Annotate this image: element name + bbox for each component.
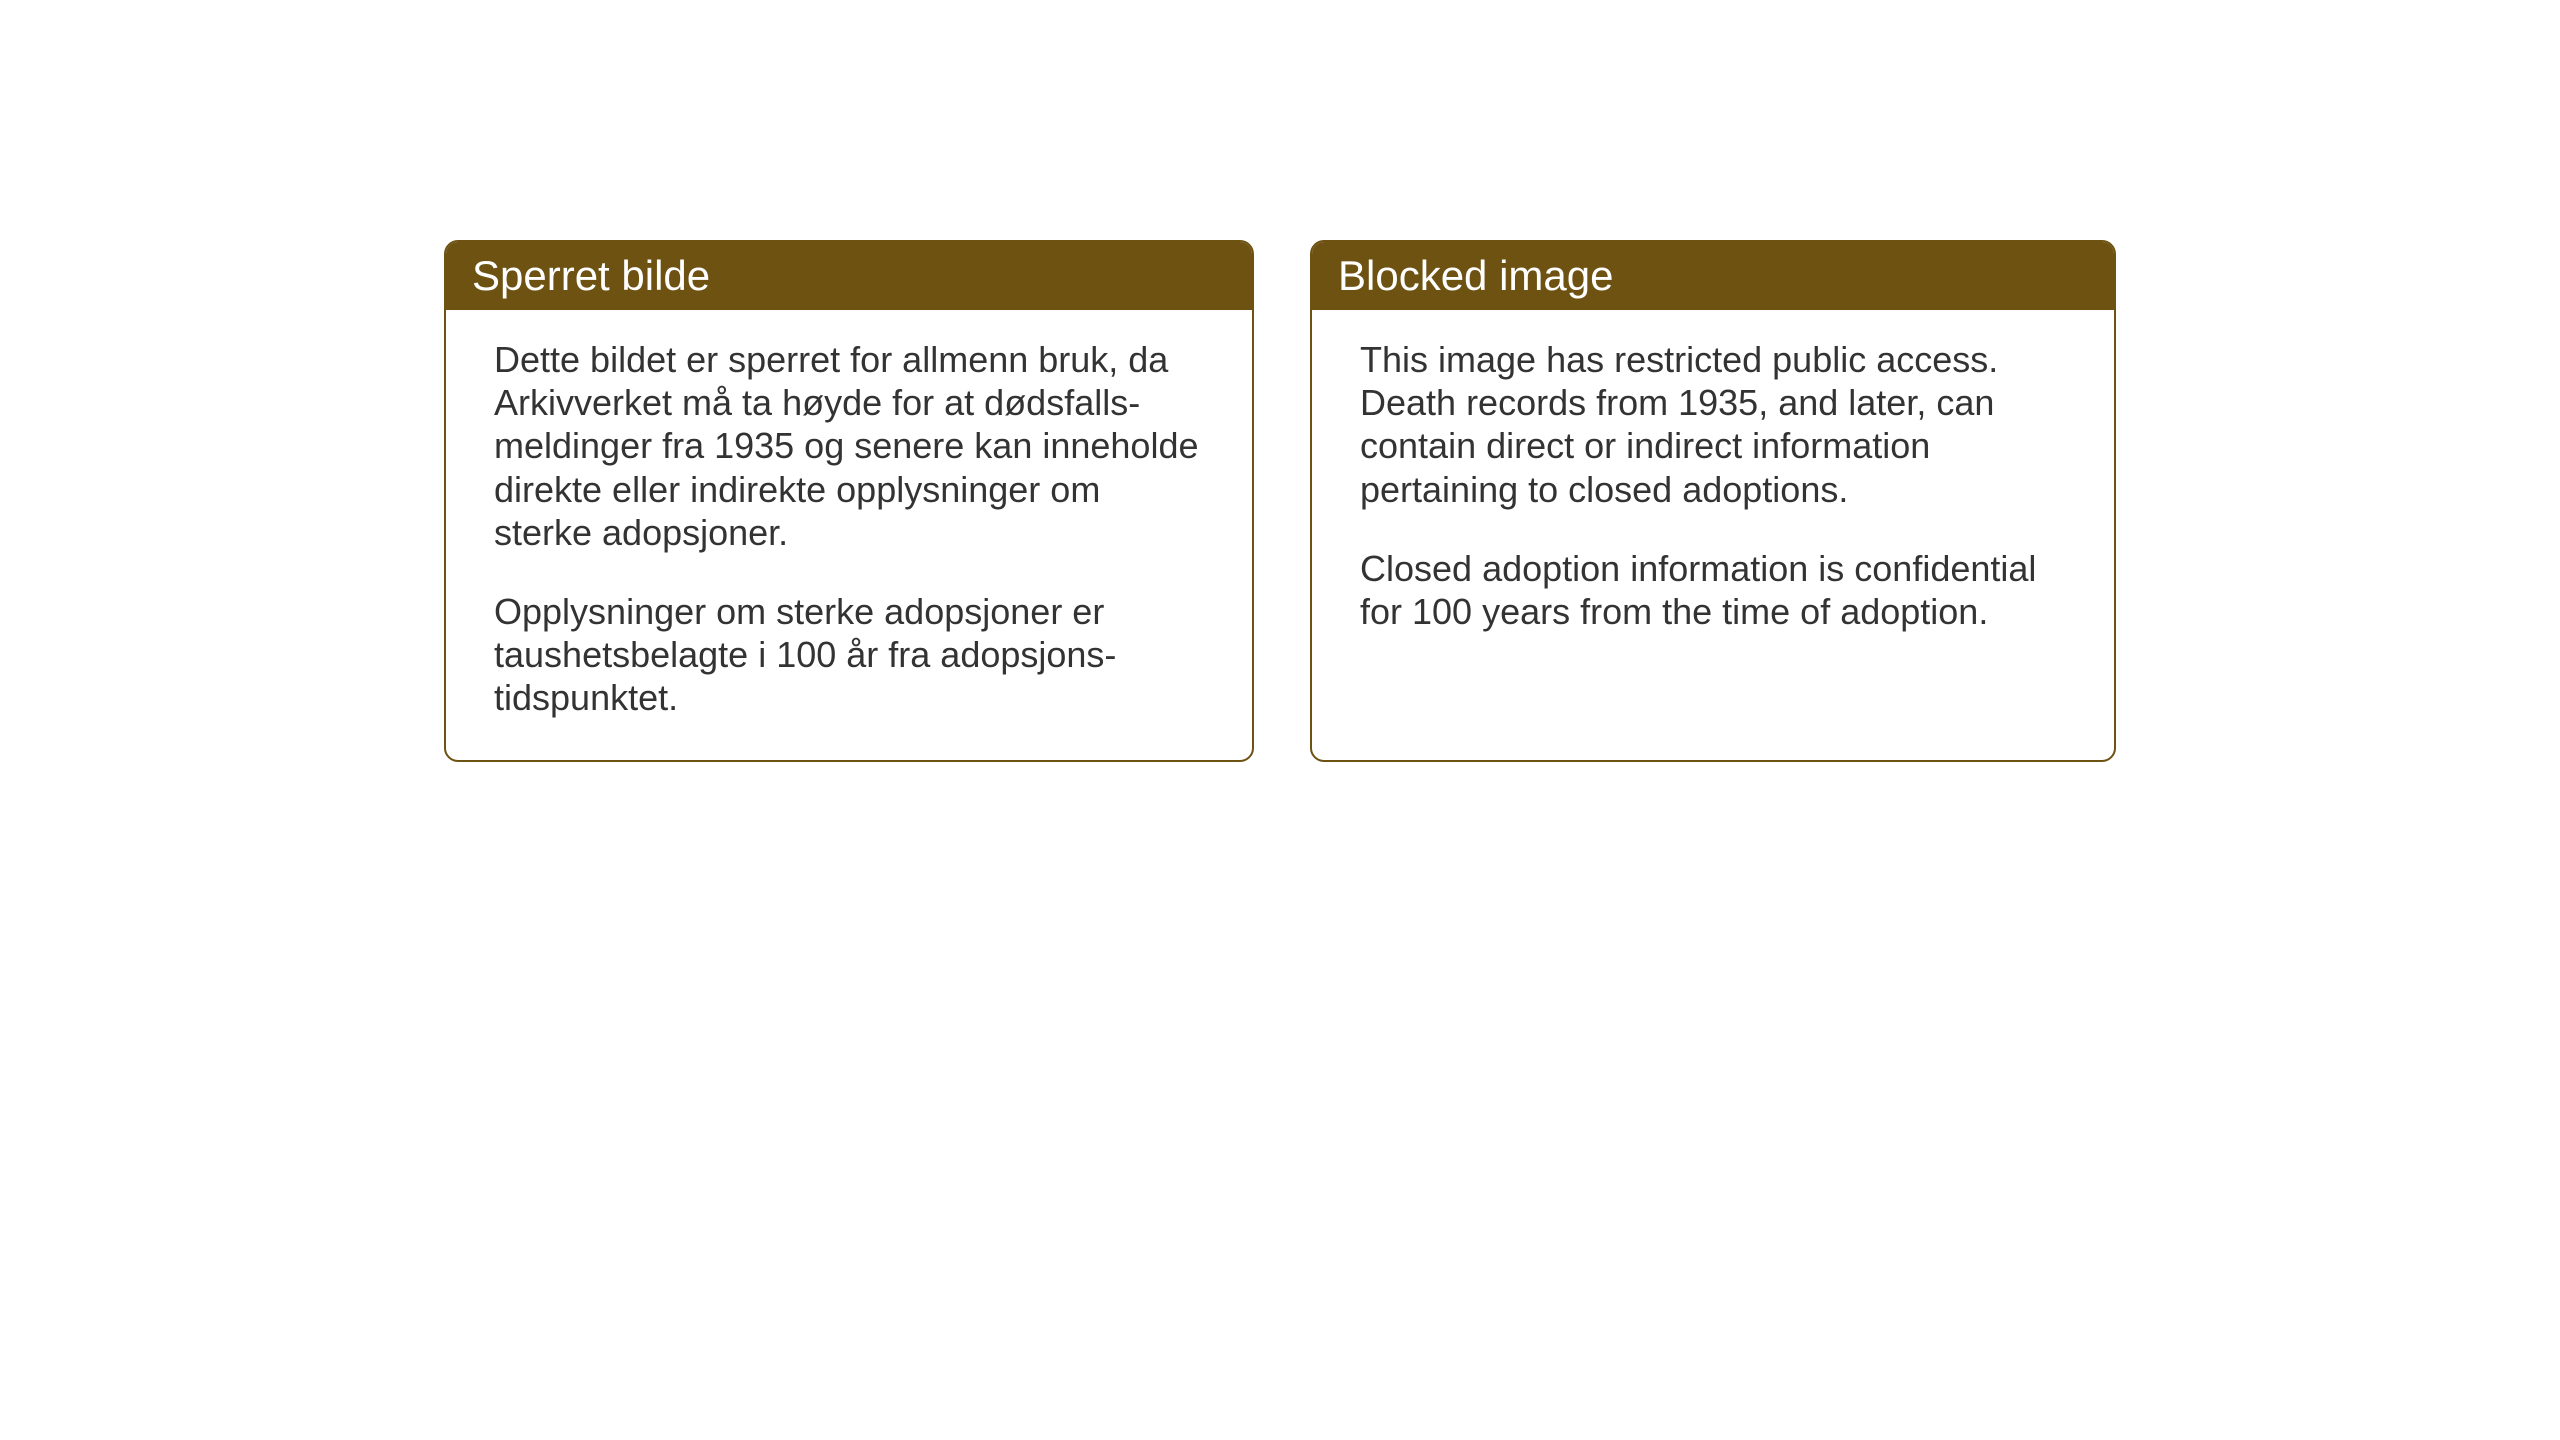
english-paragraph-1: This image has restricted public access.… (1360, 338, 2066, 511)
norwegian-panel: Sperret bilde Dette bildet er sperret fo… (444, 240, 1254, 762)
notice-container: Sperret bilde Dette bildet er sperret fo… (444, 240, 2116, 762)
english-panel-body: This image has restricted public access.… (1312, 310, 2114, 713)
english-panel: Blocked image This image has restricted … (1310, 240, 2116, 762)
english-paragraph-2: Closed adoption information is confident… (1360, 547, 2066, 633)
norwegian-panel-title: Sperret bilde (446, 242, 1252, 310)
norwegian-panel-body: Dette bildet er sperret for allmenn bruk… (446, 310, 1252, 760)
norwegian-paragraph-1: Dette bildet er sperret for allmenn bruk… (494, 338, 1204, 554)
english-panel-title: Blocked image (1312, 242, 2114, 310)
norwegian-paragraph-2: Opplysninger om sterke adopsjoner er tau… (494, 590, 1204, 720)
